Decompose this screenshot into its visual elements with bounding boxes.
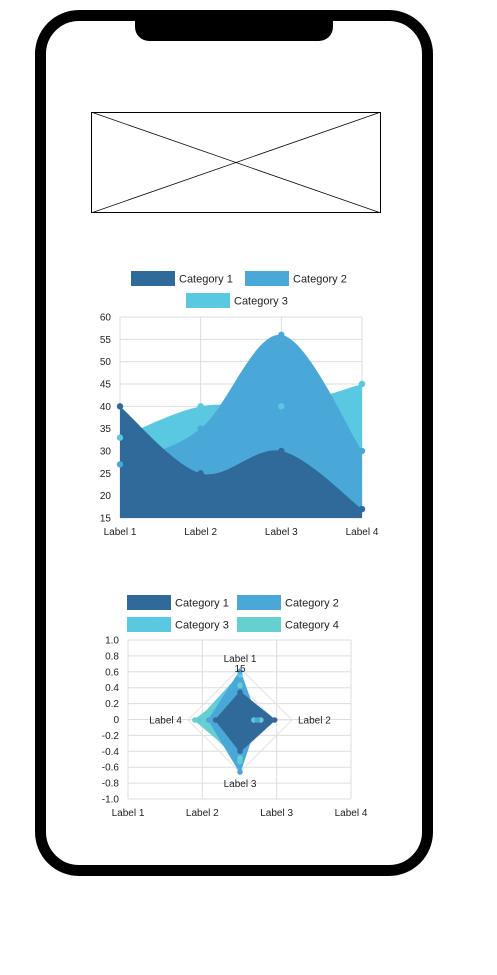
y-tick-label: 25 (100, 469, 112, 480)
data-point (278, 403, 284, 409)
x-tick-label: Label 4 (335, 808, 368, 819)
y-tick-label: 55 (100, 335, 112, 346)
data-point (206, 717, 212, 723)
data-point (197, 425, 203, 431)
x-tick-label: Label 1 (104, 527, 137, 538)
radar-axis-label: Label 2 (298, 716, 331, 727)
y-tick-label: -0.2 (102, 731, 120, 742)
data-point (278, 332, 284, 338)
x-tick-label: Label 3 (260, 808, 293, 819)
y-tick-label: -0.6 (102, 763, 120, 774)
data-point (192, 717, 198, 723)
y-tick-label: 15 (100, 514, 112, 525)
data-point (197, 403, 203, 409)
x-tick-label: Label 3 (265, 527, 298, 538)
legend-swatch (237, 595, 281, 610)
legend-label: Category 2 (285, 598, 339, 610)
x-tick-label: Label 4 (346, 527, 379, 538)
y-tick-label: 35 (100, 424, 112, 435)
phone-notch (135, 10, 333, 41)
data-point (197, 470, 203, 476)
y-tick-label: -0.4 (102, 747, 120, 758)
image-placeholder (91, 112, 381, 213)
y-tick-label: 0.8 (105, 651, 119, 662)
y-tick-label: 0.6 (105, 667, 119, 678)
y-tick-label: 30 (100, 447, 112, 458)
radar-chart: Category 1 Category 2 Category 3 Category 4… (90, 590, 390, 830)
legend-swatch (127, 595, 171, 610)
legend-label: Category 3 (234, 296, 288, 308)
data-point (117, 461, 123, 467)
radar-axis-label: Label 3 (224, 779, 257, 790)
data-point (213, 717, 219, 723)
legend-label: Category 2 (293, 274, 347, 286)
legend-swatch (127, 617, 171, 632)
data-point (278, 448, 284, 454)
legend-label: Category 1 (175, 598, 229, 610)
legend-swatch (131, 271, 175, 286)
radar-radial-tick: 15 (234, 664, 246, 675)
legend-label: Category 3 (175, 620, 229, 632)
y-tick-label: 50 (100, 357, 112, 368)
radar-chart-legend: Category 1 Category 2 Category 3 Category 4 (127, 595, 339, 632)
data-point (237, 755, 243, 761)
legend-swatch (245, 271, 289, 286)
data-point (255, 717, 261, 723)
y-tick-label: 20 (100, 491, 112, 502)
y-tick-label: 0.2 (105, 699, 119, 710)
data-point (272, 717, 278, 723)
legend-swatch (237, 617, 281, 632)
x-tick-label: Label 2 (184, 527, 217, 538)
area-chart-legend: Category 1 Category 2 Category 3 (131, 271, 347, 308)
y-tick-label: 0 (113, 715, 119, 726)
radar-chart-series (192, 669, 277, 775)
data-point (237, 683, 243, 689)
y-tick-label: -0.8 (102, 779, 120, 790)
x-tick-label: Label 1 (112, 808, 145, 819)
legend-label: Category 1 (179, 274, 233, 286)
x-tick-label: Label 2 (186, 808, 219, 819)
data-point (237, 769, 243, 775)
legend-label: Category 4 (285, 620, 339, 632)
y-tick-label: 60 (100, 313, 112, 324)
data-point (359, 506, 365, 512)
y-tick-label: 45 (100, 380, 112, 391)
data-point (117, 434, 123, 440)
legend-swatch (186, 293, 230, 308)
data-point (237, 689, 243, 695)
y-tick-label: 40 (100, 402, 112, 413)
y-tick-label: -1.0 (102, 795, 120, 806)
data-point (237, 748, 243, 754)
data-point (359, 381, 365, 387)
data-point (359, 448, 365, 454)
y-tick-label: 0.4 (105, 683, 119, 694)
area-chart-series (117, 332, 365, 518)
y-tick-label: 1.0 (105, 636, 119, 647)
area-chart: Category 1 Category 2 Category 3 15 20 25 30 3… (90, 265, 390, 550)
data-point (117, 403, 123, 409)
radar-axis-label: Label 4 (149, 716, 182, 727)
